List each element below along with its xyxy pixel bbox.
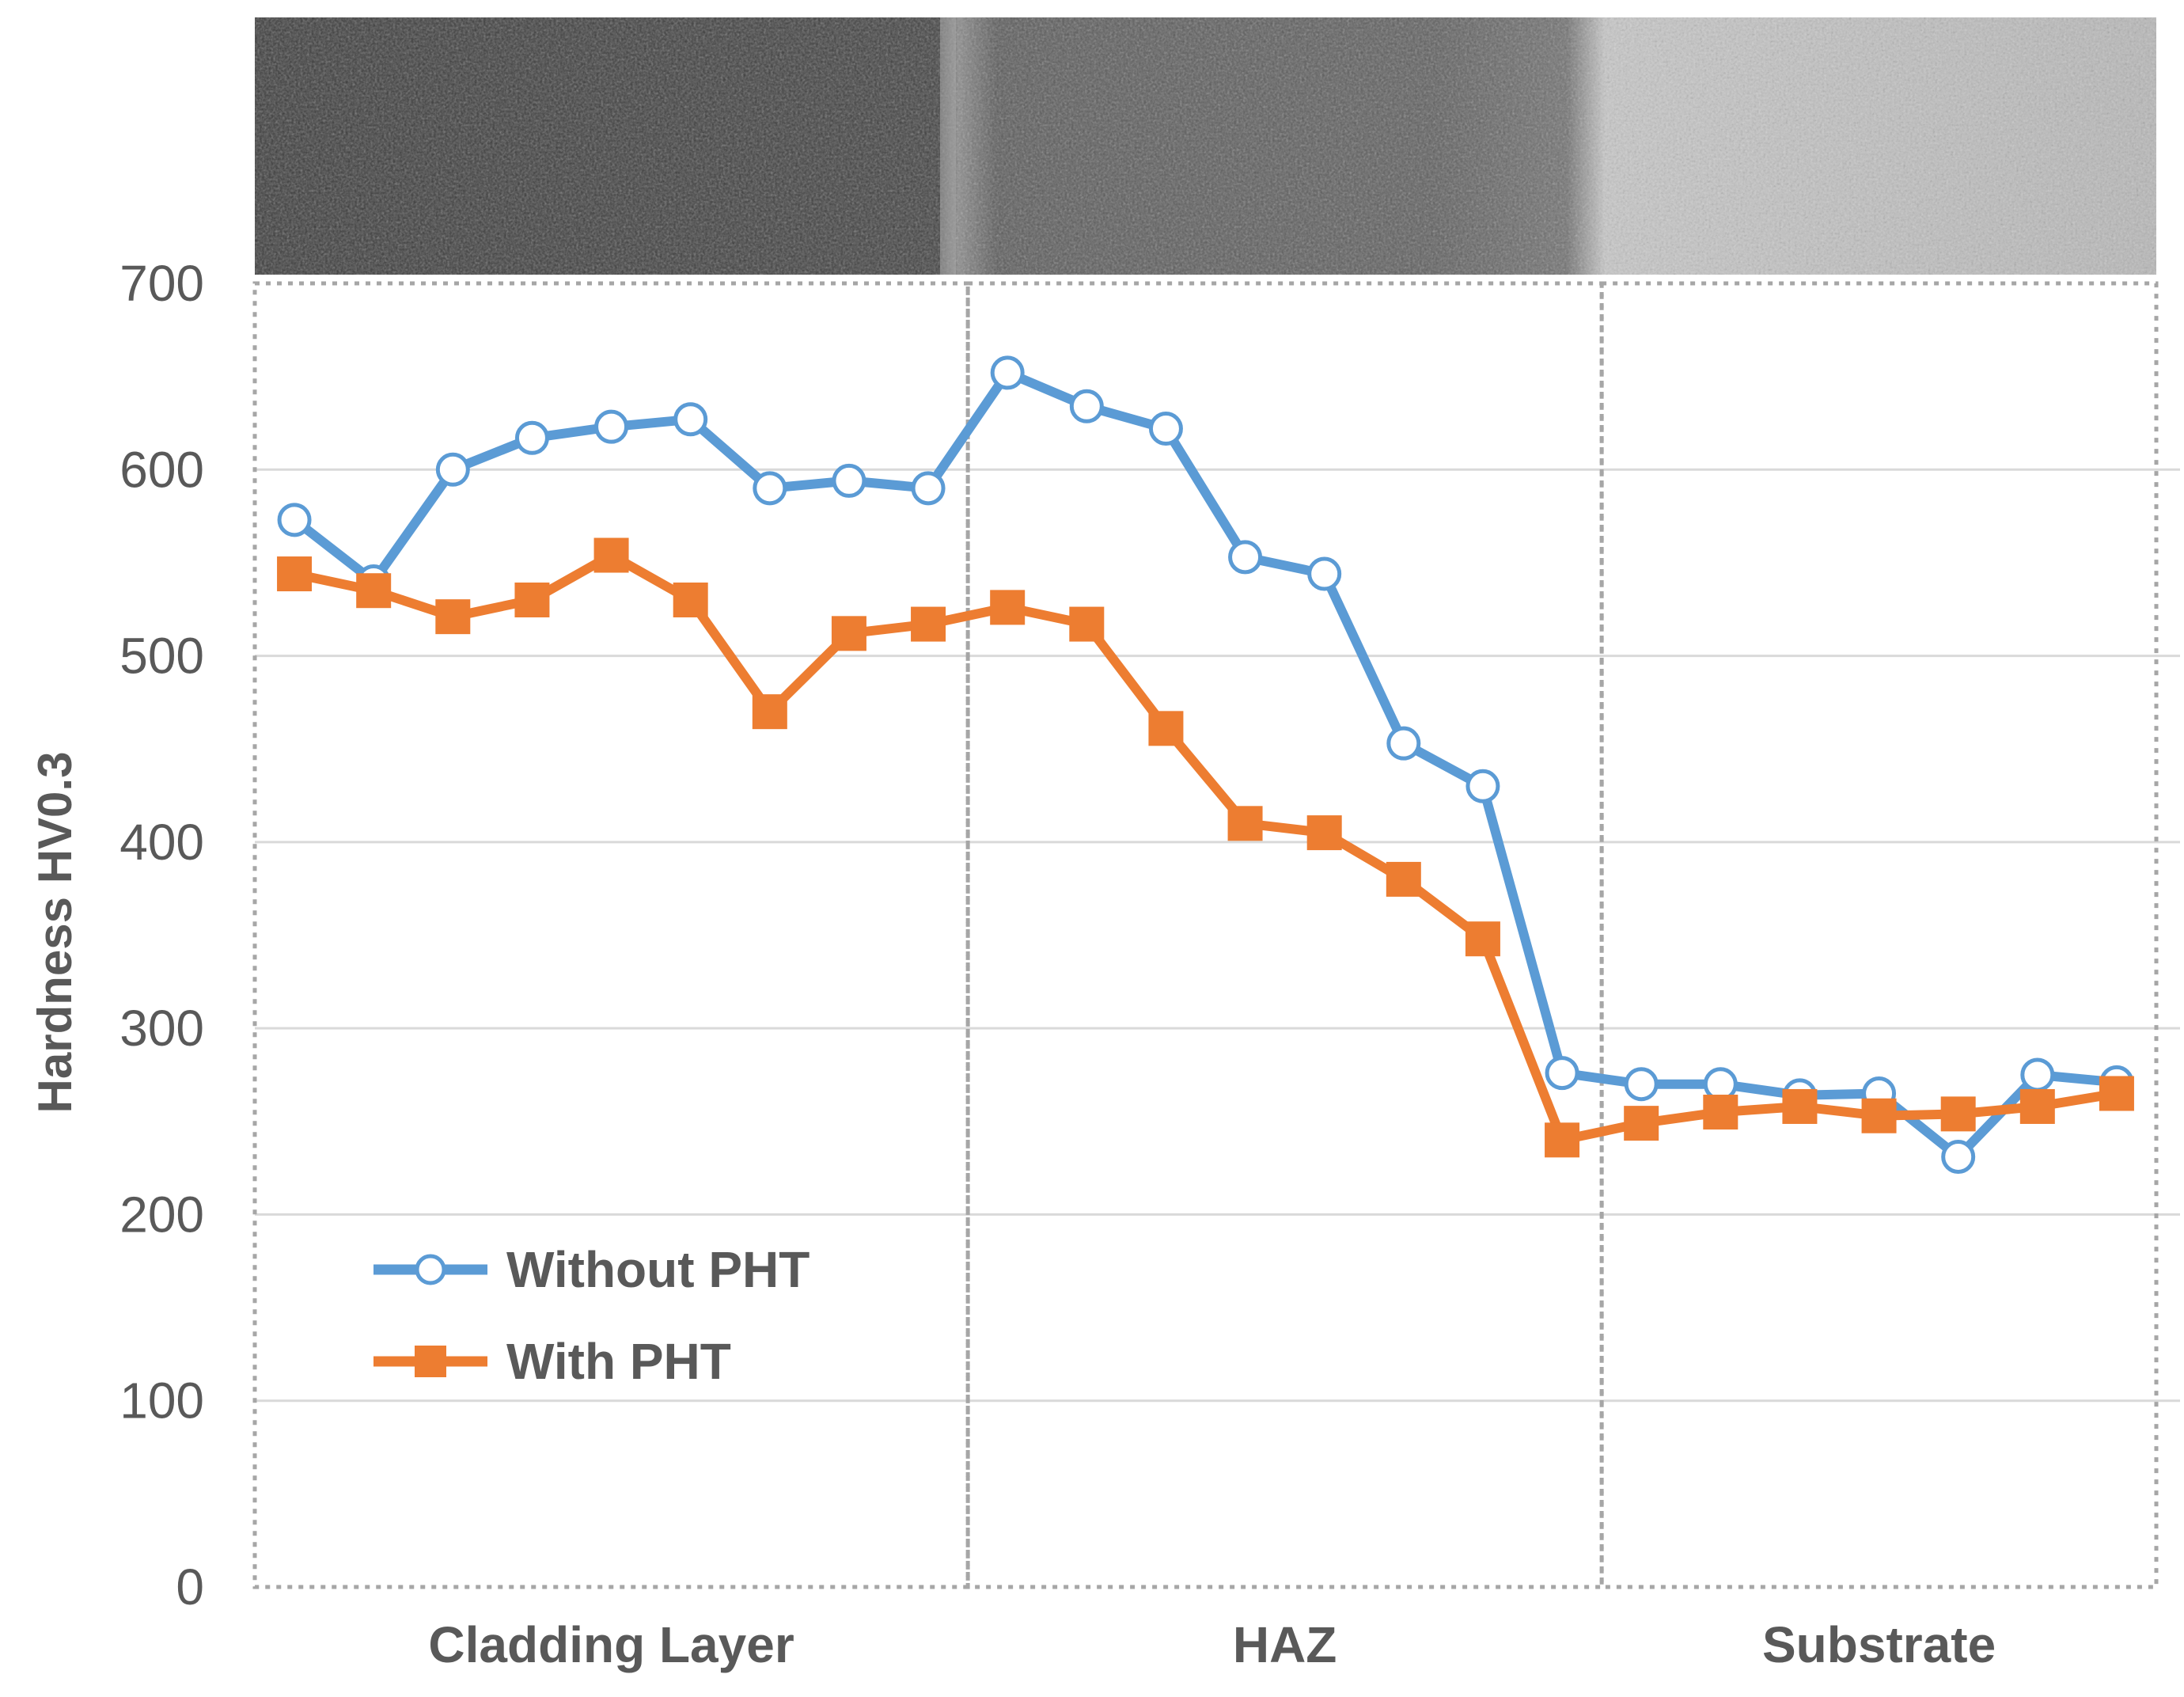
point-without-pht-11 — [1069, 389, 1104, 423]
point-with-pht-10 — [990, 590, 1026, 625]
gridlines — [255, 468, 2180, 1403]
region-label-substrate: Substrate — [1762, 1616, 1996, 1673]
point-with-pht-11 — [1069, 606, 1105, 642]
point-with-pht-22 — [1940, 1096, 1976, 1132]
series-lines — [290, 367, 2121, 1162]
point-without-pht-10 — [990, 355, 1025, 390]
point-with-pht-17 — [1545, 1122, 1580, 1158]
point-with-pht-20 — [1782, 1088, 1818, 1124]
region-frames — [252, 281, 2159, 1589]
point-with-pht-9 — [911, 606, 946, 642]
point-with-pht-3 — [435, 599, 471, 635]
point-with-pht-16 — [1465, 921, 1500, 957]
region-label-haz: HAZ — [1233, 1616, 1337, 1673]
legend-label-with-pht: With PHT — [506, 1333, 731, 1390]
point-with-pht-19 — [1703, 1095, 1738, 1130]
point-without-pht-23 — [2020, 1057, 2055, 1092]
y-tick-label-0: 0 — [176, 1558, 204, 1615]
point-without-pht-7 — [753, 471, 787, 506]
point-without-pht-22 — [1941, 1139, 1976, 1174]
point-with-pht-18 — [1624, 1106, 1659, 1141]
legend-item-with-pht: With PHT — [373, 1333, 731, 1390]
region-frame-haz — [965, 281, 1604, 1589]
point-without-pht-1 — [277, 503, 312, 537]
legend-item-without-pht: Without PHT — [373, 1241, 810, 1298]
point-without-pht-5 — [594, 409, 629, 444]
y-axis-tick-labels: 0 100 200 300 400 500 600 700 — [119, 255, 204, 1615]
legend-marker-without-pht — [415, 1254, 446, 1285]
series-markers — [277, 355, 2134, 1174]
y-tick-label-700: 700 — [119, 255, 204, 312]
y-tick-label-500: 500 — [119, 628, 204, 685]
point-with-pht-6 — [673, 582, 708, 617]
point-without-pht-3 — [435, 452, 470, 487]
y-tick-label-400: 400 — [119, 814, 204, 871]
y-tick-label-100: 100 — [119, 1372, 204, 1429]
region-frame-cladding-layer — [252, 281, 970, 1589]
point-with-pht-5 — [593, 537, 629, 573]
point-without-pht-15 — [1386, 726, 1421, 761]
point-without-pht-13 — [1228, 540, 1263, 575]
micrograph-image — [255, 17, 2156, 275]
point-without-pht-16 — [1465, 769, 1500, 803]
point-with-pht-4 — [514, 582, 550, 617]
point-with-pht-7 — [752, 694, 787, 730]
series-line-without-pht — [290, 367, 2121, 1162]
point-with-pht-14 — [1306, 815, 1342, 851]
point-without-pht-12 — [1148, 412, 1183, 446]
point-with-pht-23 — [2019, 1088, 2055, 1124]
point-with-pht-13 — [1227, 806, 1263, 841]
point-with-pht-1 — [277, 556, 313, 592]
point-with-pht-8 — [831, 616, 866, 651]
point-with-pht-24 — [2099, 1076, 2134, 1111]
point-with-pht-12 — [1148, 711, 1184, 746]
point-without-pht-9 — [911, 471, 946, 506]
region-label-cladding-layer: Cladding Layer — [428, 1616, 794, 1673]
point-without-pht-18 — [1624, 1067, 1659, 1102]
legend-label-without-pht: Without PHT — [506, 1241, 810, 1298]
y-tick-label-300: 300 — [119, 1000, 204, 1057]
point-with-pht-15 — [1386, 861, 1421, 897]
point-without-pht-8 — [832, 463, 866, 498]
y-tick-label-200: 200 — [119, 1186, 204, 1243]
point-without-pht-4 — [514, 420, 549, 455]
point-without-pht-14 — [1307, 556, 1342, 591]
region-frame-substrate — [1599, 281, 2159, 1589]
legend-marker-with-pht — [415, 1346, 446, 1377]
y-axis-label: Hardness HV0.3 — [28, 752, 82, 1114]
point-without-pht-17 — [1545, 1056, 1579, 1091]
region-labels: Cladding Layer HAZ Substrate — [428, 1616, 1996, 1673]
point-with-pht-2 — [356, 573, 392, 609]
legend: Without PHT With PHT — [373, 1241, 810, 1390]
point-without-pht-6 — [673, 402, 708, 437]
series-line-with-pht — [290, 550, 2121, 1145]
point-with-pht-21 — [1861, 1098, 1897, 1133]
y-tick-label-600: 600 — [119, 441, 204, 498]
